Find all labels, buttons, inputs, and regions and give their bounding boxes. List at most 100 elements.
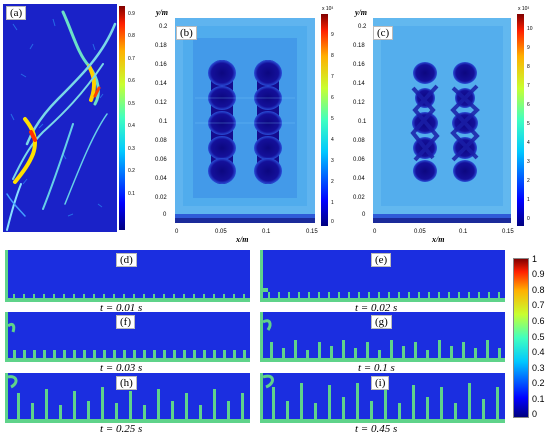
big-colorbar-tick: 0.2 <box>532 378 545 388</box>
panel-b-y-tick: 0.02 <box>155 195 167 201</box>
panel-g-time: t = 0.1 s <box>358 362 395 374</box>
panel-c-image <box>373 18 511 223</box>
panel-c-x-label: x/m <box>432 235 445 244</box>
panel-c-y-tick: 0.12 <box>353 100 365 106</box>
big-colorbar-tick: 0.4 <box>532 347 545 357</box>
panel-c-y-tick: 0 <box>362 212 366 218</box>
panel-c-y-tick: 0.06 <box>353 157 365 163</box>
panel-c-cb-tick: 5 <box>527 121 530 127</box>
panel-e-label: (e) <box>371 253 392 267</box>
panel-b-cb-tick: 5 <box>331 116 334 122</box>
panel-b-y-tick: 0.12 <box>155 100 167 106</box>
panel-i-time: t = 0.45 s <box>355 423 398 435</box>
panel-d-time: t = 0.01 s <box>100 302 143 314</box>
big-colorbar-tick: 0.3 <box>532 363 545 373</box>
panel-b-label: (b) <box>176 26 197 40</box>
panel-b-y-tick: 0.1 <box>159 119 168 125</box>
panel-h-label: (h) <box>116 376 137 390</box>
panel-b-cb-tick: 3 <box>331 158 334 164</box>
panel-c-y-tick: 0.02 <box>353 195 365 201</box>
panel-b-cb-tick: 9 <box>331 32 334 38</box>
panel-c-y-tick: 0.16 <box>353 62 365 68</box>
panel-b-x-tick: 0.05 <box>215 229 227 235</box>
panel-c-cb-tick: 7 <box>527 83 530 89</box>
panel-b-y-tick: 0.16 <box>155 62 167 68</box>
panel-a-cb-tick: 0.6 <box>128 78 135 84</box>
panel-b-y-label: y/m <box>156 8 168 17</box>
panel-c-y-tick: 0.1 <box>358 119 367 125</box>
panel-b-x-tick: 0.1 <box>262 229 271 235</box>
big-colorbar-tick: 0.9 <box>532 269 545 279</box>
big-colorbar <box>513 258 529 418</box>
panel-a-cb-tick: 0.8 <box>128 33 135 39</box>
big-colorbar-tick: 0.7 <box>532 300 545 310</box>
panel-b-y-tick: 0.18 <box>155 43 167 49</box>
panel-h-time: t = 0.25 s <box>100 423 143 435</box>
panel-a-cb-tick: 0.5 <box>128 101 135 107</box>
panel-c-x-tick: 0.15 <box>502 229 514 235</box>
big-colorbar-tick: 0.8 <box>532 285 545 295</box>
panel-c-cb-tick: 9 <box>527 45 530 51</box>
panel-e-time: t = 0.02 s <box>355 302 398 314</box>
panel-b-x-tick: 0 <box>175 229 179 235</box>
panel-c-y-tick: 0.08 <box>353 138 365 144</box>
panel-g-label: (g) <box>371 315 392 329</box>
panel-a-cb-tick: 0.3 <box>128 146 135 152</box>
panel-f-time: t = 0.03 s <box>100 362 143 374</box>
panel-c-cb-tick: 2 <box>527 178 530 184</box>
panel-b-cb-tick: 8 <box>331 53 334 59</box>
panel-b-y-tick: 0.06 <box>155 157 167 163</box>
panel-a-colorbar <box>119 6 125 230</box>
panel-b-cb-tick: 7 <box>331 74 334 80</box>
panel-c-cb-tick: 6 <box>527 102 530 108</box>
panel-b-cb-exponent: x 10³ <box>322 6 334 12</box>
panel-b-cb-tick: 6 <box>331 95 334 101</box>
panel-b-image <box>175 18 315 223</box>
big-colorbar-tick: 0.1 <box>532 394 545 404</box>
panel-b-y-tick: 0 <box>163 212 167 218</box>
panel-b-cb-tick: 2 <box>331 179 334 185</box>
panel-a-image <box>3 4 117 232</box>
panel-b-x-label: x/m <box>236 235 249 244</box>
panel-i-label: (i) <box>371 376 390 390</box>
panel-b-y-tick: 0.14 <box>155 81 167 87</box>
panel-c-x-tick: 0 <box>373 229 377 235</box>
big-colorbar-tick: 0.6 <box>532 316 545 326</box>
panel-a-cb-tick: 0.1 <box>128 191 135 197</box>
panel-c-cb-tick: 1 <box>527 197 530 203</box>
big-colorbar-tick: 0 <box>532 409 538 419</box>
panel-b-y-tick: 0.04 <box>155 176 167 182</box>
panel-b-colorbar <box>321 14 328 226</box>
panel-a-cb-tick: 0.4 <box>128 123 135 129</box>
panel-b-y-tick: 0.2 <box>159 24 168 30</box>
panel-c-cb-tick: 4 <box>527 140 530 146</box>
panel-c-colorbar <box>517 14 524 226</box>
panel-f-label: (f) <box>116 315 135 329</box>
panel-c-y-tick: 0.14 <box>353 81 365 87</box>
panel-c-y-label: y/m <box>355 8 367 17</box>
panel-b-cb-tick: 4 <box>331 137 334 143</box>
panel-b-x-tick: 0.15 <box>306 229 318 235</box>
panel-c-cb-tick: 0 <box>527 216 530 222</box>
panel-i-image <box>260 373 505 423</box>
panel-c-y-tick: 0.18 <box>353 43 365 49</box>
panel-b-cb-tick: 0 <box>331 219 334 225</box>
panel-c-x-tick: 0.05 <box>414 229 426 235</box>
panel-a-cb-tick: 0.2 <box>128 168 135 174</box>
big-colorbar-tick: 1 <box>532 254 538 264</box>
panel-d-label: (d) <box>116 253 137 267</box>
panel-c-cb-tick: 10 <box>527 26 533 32</box>
panel-c-cb-tick: 3 <box>527 159 530 165</box>
panel-c-y-tick: 0.04 <box>353 176 365 182</box>
panel-c-label: (c) <box>373 26 394 40</box>
panel-a-label: (a) <box>6 6 27 20</box>
panel-c-x-tick: 0.1 <box>459 229 468 235</box>
panel-c-cb-exponent: x 10³ <box>518 6 530 12</box>
panel-a-cb-tick: 0.9 <box>128 11 135 17</box>
panel-a-cb-tick: 0.7 <box>128 56 135 62</box>
panel-b-y-tick: 0.08 <box>155 138 167 144</box>
panel-c-y-tick: 0.2 <box>358 24 367 30</box>
panel-b-cb-tick: 1 <box>331 200 334 206</box>
panel-c-cb-tick: 8 <box>527 64 530 70</box>
big-colorbar-tick: 0.5 <box>532 332 545 342</box>
